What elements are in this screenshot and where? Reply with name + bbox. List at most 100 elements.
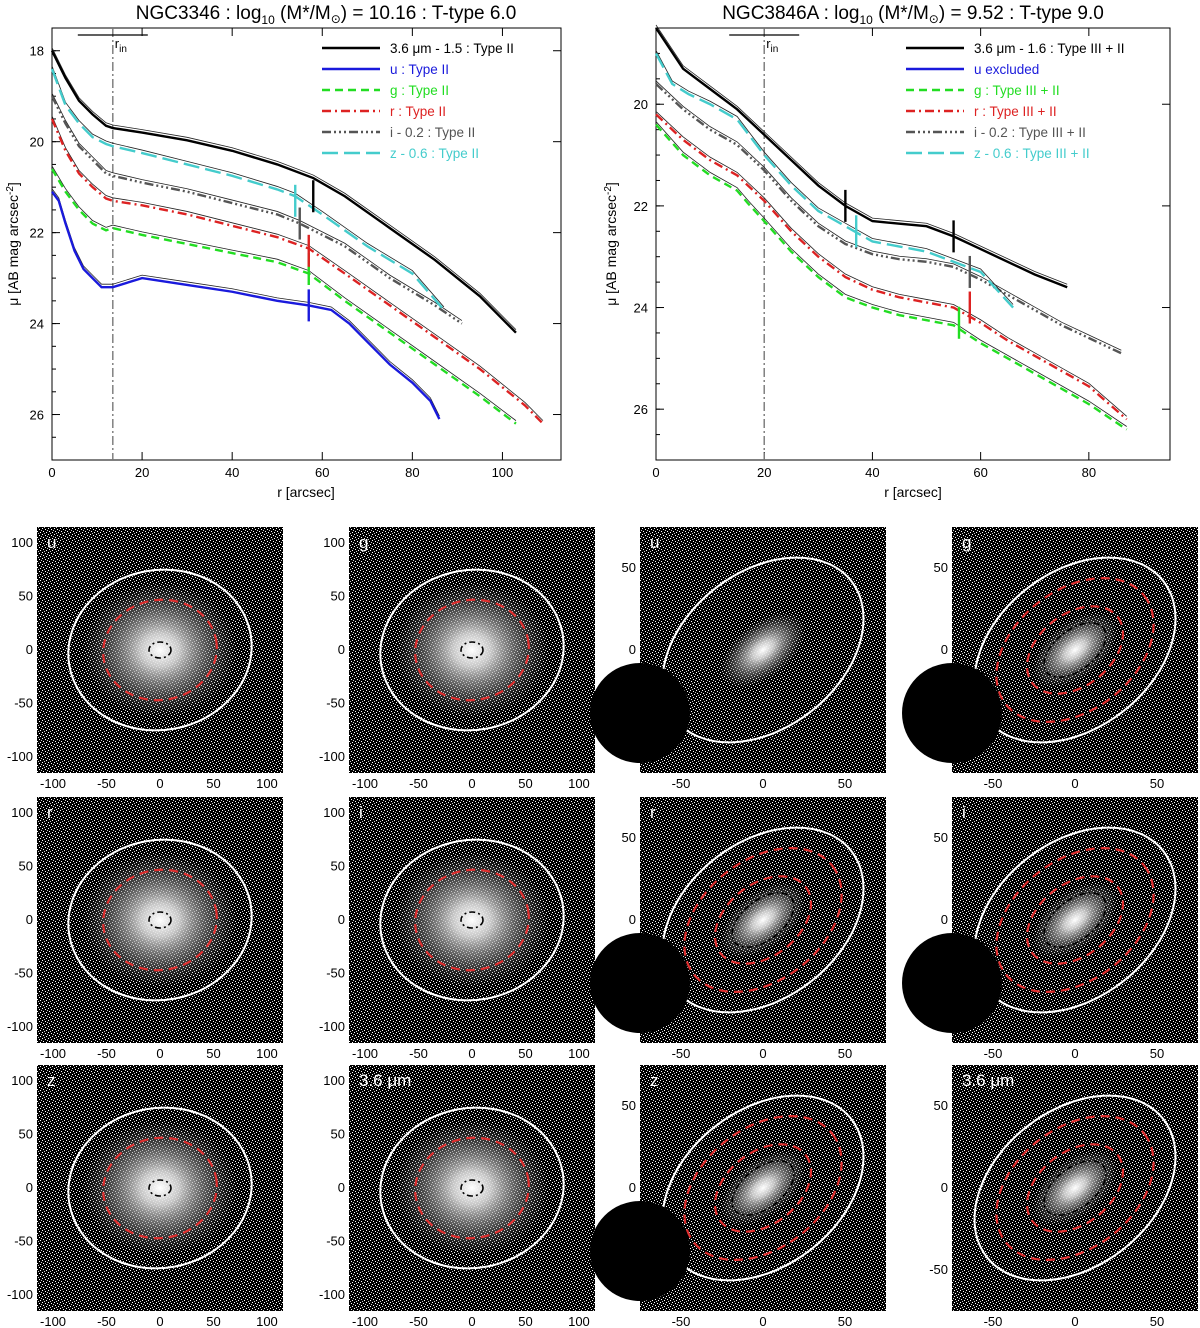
panel-xtick-label: -50 (672, 1046, 691, 1061)
panel-xtick-label: 0 (759, 1046, 766, 1061)
galaxy-panel: u -100 -100 -50 -50 0 0 50 50 100 100 (7, 527, 283, 791)
outer-ellipse (379, 1106, 565, 1270)
panel-ytick-label: -50 (929, 724, 948, 739)
panel-ytick-label: -50 (929, 1262, 948, 1277)
lp-fit-3.6 (51, 47, 517, 330)
panel-xtick-label: 50 (206, 1314, 220, 1328)
lp-xtick-label: 20 (135, 465, 149, 480)
rp-legend-label: 3.6 μm - 1.6 : Type III + II (974, 41, 1124, 56)
panel-xtick-label: 0 (468, 1046, 475, 1061)
panel-xtick-label: 100 (256, 776, 278, 791)
inner-ellipse (1043, 1160, 1107, 1216)
galaxy-glow (1031, 1150, 1119, 1226)
panel-xtick-label: -100 (40, 776, 66, 791)
outer-ellipse (379, 568, 565, 732)
panel-band-label: 3.6 μm (962, 1071, 1014, 1090)
galaxy-glow (82, 1120, 238, 1256)
inner-ellipse (1043, 622, 1107, 678)
lp-series-g (50, 168, 517, 425)
panel-xtick-label: -50 (409, 1314, 428, 1328)
panel-ytick-label: 50 (19, 589, 33, 604)
panel-ytick-label: 50 (331, 859, 345, 874)
left-plot-frame (51, 27, 562, 461)
panel-band-label: g (359, 533, 368, 552)
panel-ytick-label: 100 (11, 1073, 33, 1088)
panel-ytick-label: -50 (14, 695, 33, 710)
panel-xtick-label: 0 (1071, 1314, 1078, 1328)
galaxy-glow (82, 852, 238, 988)
panel-band-label: r (47, 803, 53, 822)
galaxy-glow (719, 612, 807, 688)
panel-xtick-label: 50 (838, 776, 852, 791)
panel-xtick-label: 100 (256, 1314, 278, 1328)
rp-series-i (655, 83, 1122, 355)
inner-ellipse (460, 911, 484, 929)
rp-ytick-label: 20 (634, 97, 648, 112)
panel-ytick-label: 100 (11, 805, 33, 820)
panel-band-label: i (359, 803, 363, 822)
panel-xtick-label: 50 (518, 776, 532, 791)
rp-fit-r (655, 111, 1127, 417)
panel-band-label: i (962, 803, 966, 822)
outer-ellipse (973, 1094, 1177, 1282)
lp-legend-label: i - 0.2 : Type II (390, 125, 475, 140)
break-ellipse (995, 846, 1155, 994)
panel-xtick-label: 100 (568, 776, 590, 791)
panel-xtick-label: -100 (352, 1046, 378, 1061)
lp-legend-label: r : Type II (390, 104, 446, 119)
lp-ytick-label: 18 (30, 44, 44, 59)
panel-ytick-label: -100 (319, 1287, 345, 1302)
galaxy-panel: 3.6 μm -100 -100 -50 -50 0 0 50 50 100 100 (319, 1065, 595, 1328)
left-profile-plot: NGC3346 : log10 (M*/M⊙) = 10.16 : T-type… (5, 3, 562, 500)
lp-fit-u (51, 188, 440, 417)
panel-ytick-label: 100 (323, 805, 345, 820)
break-ellipse-inner (713, 1143, 813, 1233)
lp-series-u (51, 190, 441, 420)
panel-xtick-label: 0 (468, 776, 475, 791)
left-plot-xlabel: r [arcsec] (277, 484, 335, 500)
panel-ytick-label: 50 (622, 830, 636, 845)
galaxy-panel: r -50 -50 0 0 50 50 (590, 797, 886, 1061)
lp-rin-label: rin (115, 36, 127, 55)
panel-ytick-label: 50 (622, 1098, 636, 1113)
panel-xtick-label: -50 (984, 776, 1003, 791)
rp-series-r (655, 113, 1128, 421)
panel-ytick-label: -50 (14, 965, 33, 980)
rp-fit-3.6 (655, 24, 1068, 285)
panel-ytick-label: 0 (941, 642, 948, 657)
lp-legend-label: z - 0.6 : Type II (390, 146, 479, 161)
break-ellipse (414, 868, 530, 972)
rp-xtick-label: 80 (1082, 465, 1096, 480)
panel-xtick-label: -50 (672, 776, 691, 791)
panel-xtick-label: 0 (468, 1314, 475, 1328)
panel-xtick-label: -50 (409, 776, 428, 791)
panel-xtick-label: -100 (40, 1314, 66, 1328)
lp-legend-label: 3.6 μm - 1.5 : Type II (390, 41, 514, 56)
panel-ytick-label: 0 (629, 1180, 636, 1195)
galaxy-panel: 3.6 μm -50 -50 0 0 50 50 (929, 1065, 1198, 1328)
lp-ytick-label: 26 (30, 408, 44, 423)
rp-ytick-label: 22 (634, 199, 648, 214)
panel-ytick-label: 0 (26, 642, 33, 657)
panel-band-label: r (650, 803, 656, 822)
panel-xtick-label: -50 (409, 1046, 428, 1061)
galaxy-glow (1031, 882, 1119, 958)
break-ellipse (102, 1136, 218, 1240)
galaxy-panel: u -50 -50 0 0 50 50 (590, 527, 886, 791)
rp-fit-i (655, 80, 1122, 351)
panel-ytick-label: -100 (319, 749, 345, 764)
rp-fit-g (655, 121, 1127, 427)
inner-ellipse (460, 1179, 484, 1197)
left-plot-ylabel: μ [AB mag arcsec-2] (5, 182, 21, 306)
right-plot-ylabel: μ [AB mag arcsec-2] (603, 182, 619, 306)
panel-ytick-label: 0 (26, 1180, 33, 1195)
inner-ellipse (148, 641, 172, 659)
galaxy-panel: g -50 -50 0 0 50 50 (902, 527, 1198, 791)
panel-band-label: u (650, 533, 659, 552)
panel-ytick-label: -50 (326, 1233, 345, 1248)
panel-ytick-label: 100 (323, 535, 345, 550)
right-profile-plot: NGC3846A : log10 (M*/M⊙) = 9.52 : T-type… (603, 3, 1171, 500)
lp-fit-z (51, 65, 445, 308)
rp-xtick-label: 0 (652, 465, 659, 480)
